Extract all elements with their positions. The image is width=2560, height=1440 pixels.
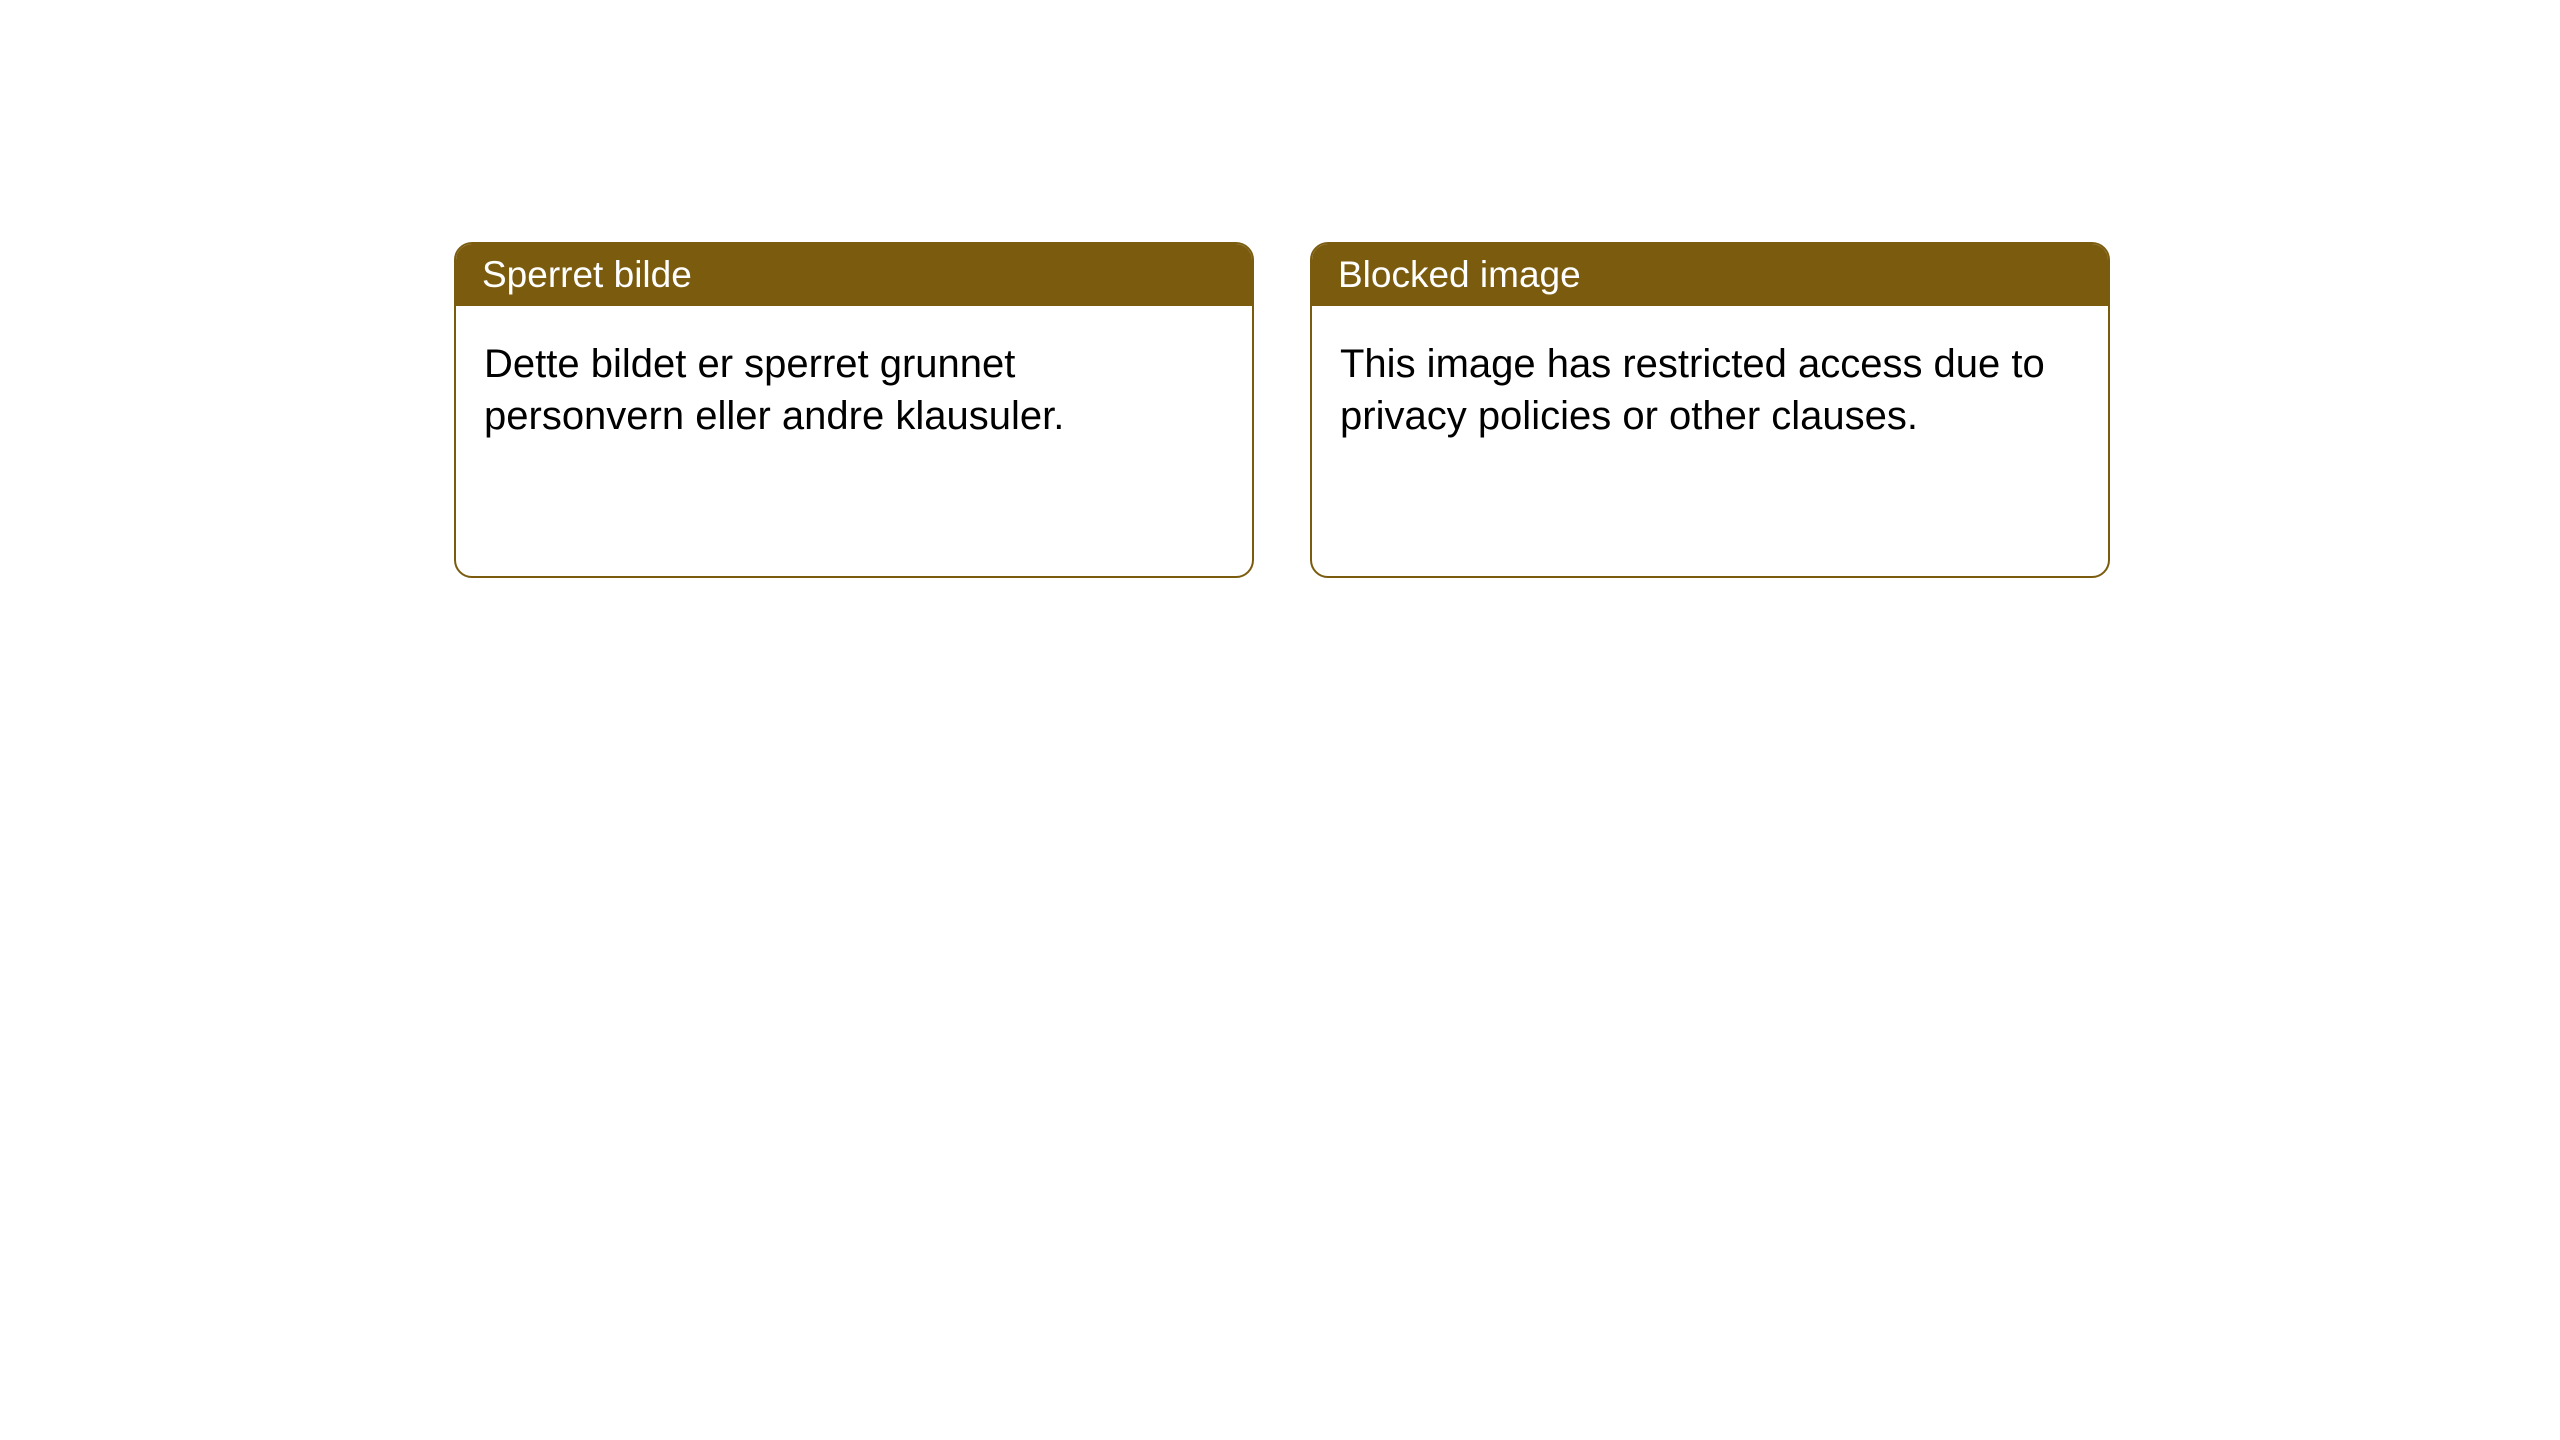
notice-card-norwegian: Sperret bilde Dette bildet er sperret gr… bbox=[454, 242, 1254, 578]
notice-header-english: Blocked image bbox=[1312, 244, 2108, 306]
notice-body-norwegian: Dette bildet er sperret grunnet personve… bbox=[456, 306, 1252, 576]
notice-card-english: Blocked image This image has restricted … bbox=[1310, 242, 2110, 578]
notice-cards-container: Sperret bilde Dette bildet er sperret gr… bbox=[454, 242, 2110, 578]
notice-body-english: This image has restricted access due to … bbox=[1312, 306, 2108, 576]
notice-header-norwegian: Sperret bilde bbox=[456, 244, 1252, 306]
